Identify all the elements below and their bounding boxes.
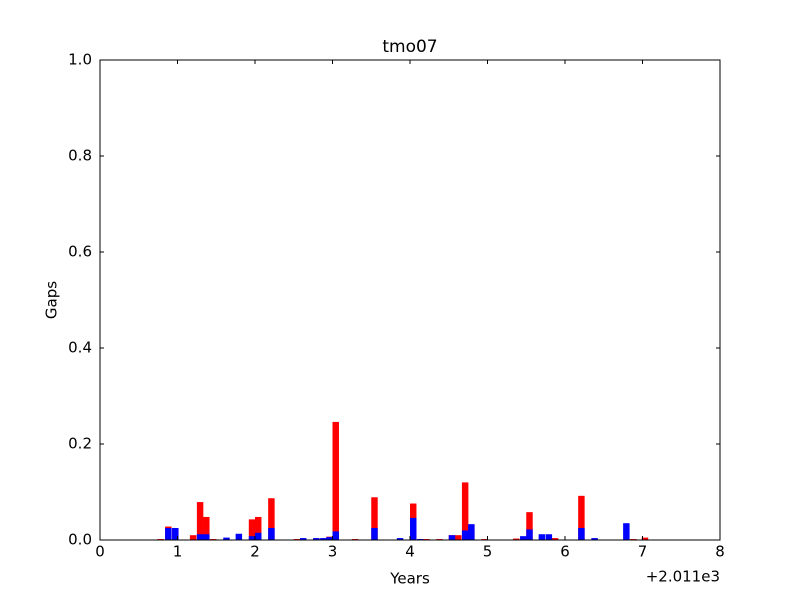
x-tick-label: 3 xyxy=(328,543,338,561)
bar xyxy=(410,517,417,540)
bar xyxy=(396,538,404,540)
bar xyxy=(545,534,553,540)
bar xyxy=(461,482,469,540)
x-tick-label: 2 xyxy=(250,543,260,561)
bar xyxy=(448,535,456,540)
bar xyxy=(461,530,469,540)
x-tick-label: 0 xyxy=(95,543,105,561)
bar xyxy=(189,535,197,540)
bar xyxy=(320,538,327,540)
x-axis-label: Years xyxy=(389,570,430,588)
y-axis-label: Gaps xyxy=(43,281,61,319)
bar xyxy=(538,534,546,540)
bar xyxy=(326,537,333,540)
bar xyxy=(268,498,275,540)
plot-area xyxy=(157,421,649,540)
bar xyxy=(623,523,630,540)
bar xyxy=(203,516,210,540)
y-tick-label: 0.8 xyxy=(68,147,92,165)
bar xyxy=(165,528,172,540)
y-tick-label: 1.0 xyxy=(68,51,92,69)
x-tick-label: 1 xyxy=(173,543,183,561)
chart-title: tmo07 xyxy=(382,37,437,57)
bar xyxy=(513,538,520,540)
x-tick-label: 7 xyxy=(638,543,648,561)
bar xyxy=(248,519,256,540)
bar xyxy=(313,538,320,540)
x-tick-label: 8 xyxy=(715,543,725,561)
x-tick-label: 4 xyxy=(405,543,415,561)
bar xyxy=(591,538,598,540)
bar xyxy=(196,534,204,540)
bar xyxy=(172,528,179,540)
x-offset-label: +2.011e3 xyxy=(646,568,720,586)
bar xyxy=(332,531,339,540)
bar xyxy=(578,528,585,540)
bar xyxy=(551,538,559,540)
x-tick-label: 6 xyxy=(560,543,570,561)
bar xyxy=(203,534,210,540)
bar xyxy=(454,535,462,540)
bar xyxy=(223,537,230,540)
bar xyxy=(371,497,378,540)
bar xyxy=(332,421,339,540)
bar xyxy=(235,533,243,540)
bar xyxy=(371,528,378,540)
bar xyxy=(268,528,275,540)
bar xyxy=(641,537,649,540)
y-tick-label: 0.2 xyxy=(68,435,92,453)
bar xyxy=(468,524,475,540)
bar xyxy=(255,516,262,540)
y-tick-label: 0.4 xyxy=(68,339,92,357)
bar xyxy=(196,502,204,540)
y-tick-label: 0.0 xyxy=(68,531,92,549)
bar xyxy=(520,536,527,540)
bar xyxy=(299,538,307,540)
bar xyxy=(526,529,533,540)
y-tick-label: 0.6 xyxy=(68,243,92,261)
x-tick-label: 5 xyxy=(483,543,493,561)
bar xyxy=(526,512,533,540)
bar xyxy=(578,495,585,540)
bar xyxy=(248,536,256,540)
bar xyxy=(255,532,262,540)
